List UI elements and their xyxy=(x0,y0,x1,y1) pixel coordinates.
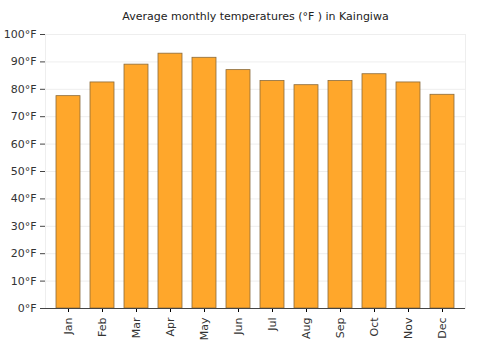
svg-text:May: May xyxy=(198,317,211,340)
svg-text:90°F: 90°F xyxy=(11,55,37,68)
svg-text:70°F: 70°F xyxy=(11,110,37,123)
svg-text:Jan: Jan xyxy=(62,317,75,335)
svg-text:Feb: Feb xyxy=(96,317,109,336)
svg-text:0°F: 0°F xyxy=(18,302,37,315)
svg-text:100°F: 100°F xyxy=(4,28,37,41)
svg-text:Average monthly temperatures (: Average monthly temperatures (°F ) in Ka… xyxy=(122,10,388,23)
svg-text:80°F: 80°F xyxy=(11,83,37,96)
svg-text:Nov: Nov xyxy=(402,317,415,339)
svg-text:Apr: Apr xyxy=(164,317,177,337)
svg-text:50°F: 50°F xyxy=(11,165,37,178)
svg-text:10°F: 10°F xyxy=(11,275,37,288)
svg-text:20°F: 20°F xyxy=(11,247,37,260)
svg-text:Sep: Sep xyxy=(334,317,347,338)
svg-text:Jul: Jul xyxy=(266,318,279,332)
svg-text:30°F: 30°F xyxy=(11,220,37,233)
svg-text:60°F: 60°F xyxy=(11,138,37,151)
svg-text:40°F: 40°F xyxy=(11,192,37,205)
svg-text:Dec: Dec xyxy=(436,318,449,339)
svg-text:Oct: Oct xyxy=(368,317,381,337)
svg-text:Jun: Jun xyxy=(232,317,245,335)
svg-text:Mar: Mar xyxy=(130,317,143,338)
svg-text:Aug: Aug xyxy=(300,318,313,339)
